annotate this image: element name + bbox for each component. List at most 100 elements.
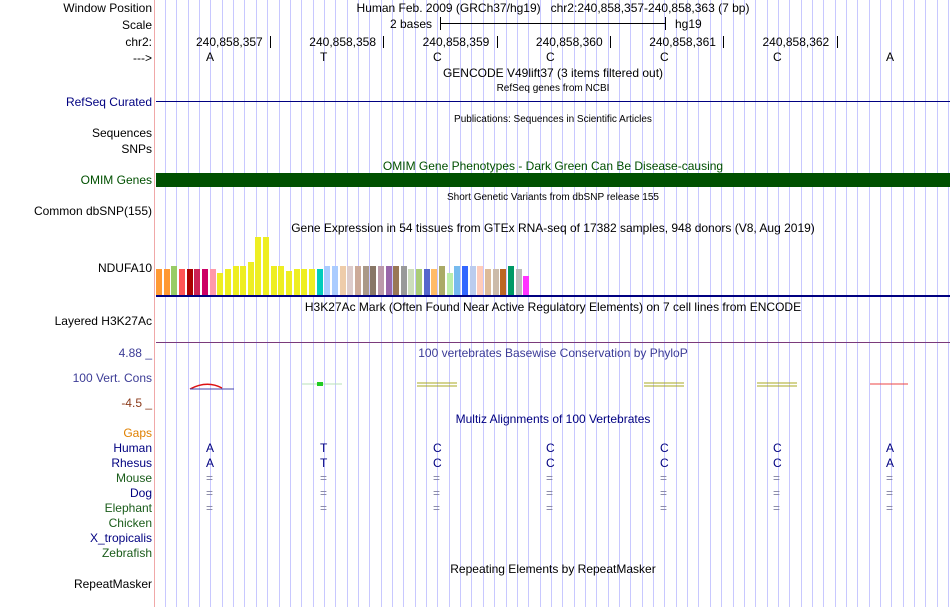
gtex-tissue-bar[interactable]: [446, 273, 453, 295]
snps-label[interactable]: SNPs: [121, 142, 152, 156]
gtex-tissue-bar[interactable]: [484, 269, 491, 295]
gtex-tissue-bar[interactable]: [201, 269, 208, 295]
alignment-base: T: [320, 456, 328, 470]
gtex-tissue-bar[interactable]: [370, 266, 377, 295]
alignment-base: =: [206, 501, 214, 515]
gtex-tissue-bar[interactable]: [163, 269, 170, 295]
gtex-tissue-bar[interactable]: [431, 269, 438, 295]
gtex-tissue-bar[interactable]: [217, 273, 224, 295]
gtex-tissue-bar[interactable]: [400, 266, 407, 295]
repeatmasker-title[interactable]: Repeating Elements by RepeatMasker: [450, 562, 656, 576]
species-label-human[interactable]: Human: [113, 441, 152, 455]
gridline: [279, 0, 280, 607]
gtex-tissue-bar[interactable]: [393, 266, 400, 295]
gridline: [222, 0, 223, 607]
gtex-tissue-bar[interactable]: [316, 269, 323, 295]
omim-feature-block[interactable]: [156, 173, 950, 187]
gtex-tissue-bar[interactable]: [385, 266, 392, 295]
h3k27-label[interactable]: Layered H3K27Ac: [54, 314, 152, 328]
gtex-tissue-bar[interactable]: [286, 271, 293, 295]
gtex-tissue-bar[interactable]: [362, 266, 369, 295]
base-letter: A: [206, 50, 215, 64]
gridline: [619, 0, 620, 607]
gtex-tissue-bar[interactable]: [507, 266, 514, 295]
gtex-tissue-bar[interactable]: [408, 269, 415, 295]
gaps-label[interactable]: Gaps: [123, 426, 152, 440]
publications-title[interactable]: Publications: Sequences in Scientific Ar…: [454, 114, 652, 125]
omim-title[interactable]: OMIM Gene Phenotypes - Dark Green Can Be…: [382, 159, 724, 173]
gencode-title[interactable]: GENCODE V49lift37 (3 items filtered out): [442, 66, 664, 80]
gtex-tissue-bar[interactable]: [462, 266, 468, 295]
gtex-tissue-bar[interactable]: [324, 266, 331, 295]
omim-label[interactable]: OMIM Genes: [80, 173, 152, 187]
species-label-zebrafish[interactable]: Zebrafish: [101, 546, 152, 560]
gtex-tissue-bar[interactable]: [416, 269, 423, 295]
gtex-tissue-bar[interactable]: [492, 269, 499, 295]
gtex-tissue-bar[interactable]: [377, 266, 384, 295]
refseq-subtitle[interactable]: RefSeq genes from NCBI: [496, 83, 610, 94]
gtex-tissue-bar[interactable]: [278, 266, 285, 295]
gridline: [733, 0, 734, 607]
ruler-coordinate: 240,858,362: [762, 35, 830, 49]
gtex-tissue-bar[interactable]: [354, 266, 361, 295]
gtex-gene-line: [156, 295, 950, 297]
species-label-rhesus[interactable]: Rhesus: [111, 456, 152, 470]
h3k27-title[interactable]: H3K27Ac Mark (Often Found Near Active Re…: [304, 300, 802, 314]
gridline: [767, 0, 768, 607]
gtex-tissue-bar[interactable]: [523, 276, 530, 295]
gtex-tissue-bar[interactable]: [301, 269, 308, 295]
phylop-signal[interactable]: [0, 375, 950, 395]
gridline: [630, 0, 631, 607]
gtex-tissue-bar[interactable]: [293, 269, 300, 295]
species-label-dog[interactable]: Dog: [129, 486, 152, 500]
gtex-tissue-bar[interactable]: [156, 269, 162, 295]
gtex-tissue-bar[interactable]: [439, 266, 446, 295]
gtex-label[interactable]: NDUFA10: [97, 261, 152, 275]
gtex-tissue-bar[interactable]: [194, 269, 201, 295]
gtex-tissue-bar[interactable]: [171, 266, 178, 295]
gtex-title[interactable]: Gene Expression in 54 tissues from GTEx …: [291, 221, 815, 235]
gtex-tissue-bar[interactable]: [331, 266, 338, 295]
multiz-title[interactable]: Multiz Alignments of 100 Vertebrates: [455, 412, 651, 426]
gtex-tissue-bar[interactable]: [178, 269, 185, 295]
gtex-tissue-bar[interactable]: [247, 262, 254, 295]
gtex-tissue-bar[interactable]: [270, 266, 277, 295]
refseq-label[interactable]: RefSeq Curated: [65, 95, 152, 109]
species-label-x_tropicalis[interactable]: X_tropicalis: [89, 531, 152, 545]
repeatmasker-label[interactable]: RepeatMasker: [73, 577, 152, 591]
gtex-tissue-bar[interactable]: [339, 266, 346, 295]
gtex-tissue-bar[interactable]: [423, 269, 430, 295]
gtex-tissue-bar[interactable]: [347, 266, 354, 295]
gtex-tissue-bar[interactable]: [186, 269, 193, 295]
species-label-chicken[interactable]: Chicken: [108, 516, 152, 530]
gtex-tissue-bar[interactable]: [515, 269, 522, 295]
gtex-tissue-bar[interactable]: [255, 237, 262, 295]
gridline: [925, 0, 926, 607]
gtex-tissue-bar[interactable]: [263, 237, 270, 295]
species-label-elephant[interactable]: Elephant: [104, 501, 152, 515]
gtex-tissue-bar[interactable]: [469, 266, 476, 295]
gridline: [835, 0, 836, 607]
gtex-tissue-bar[interactable]: [500, 269, 507, 295]
gtex-tissue-bar[interactable]: [224, 269, 231, 295]
gridline: [506, 0, 507, 607]
alignment-base: =: [886, 471, 894, 485]
ruler-coordinate: 240,858,360: [535, 35, 603, 49]
sequences-label[interactable]: Sequences: [91, 126, 152, 140]
phylop-max-label: 4.88 _: [118, 346, 152, 360]
gtex-tissue-bar[interactable]: [477, 266, 484, 295]
species-label-mouse[interactable]: Mouse: [115, 471, 152, 485]
gtex-tissue-bar[interactable]: [240, 266, 247, 295]
gtex-tissue-bar[interactable]: [209, 269, 216, 295]
gtex-tissue-bar[interactable]: [454, 266, 461, 295]
phylop-title[interactable]: 100 vertebrates Basewise Conservation by…: [418, 346, 688, 360]
base-letter: A: [886, 50, 895, 64]
phylop-label[interactable]: 100 Vert. Cons: [72, 371, 152, 385]
gtex-tissue-bar[interactable]: [309, 269, 315, 295]
gridline: [528, 0, 529, 607]
dbsnp-label[interactable]: Common dbSNP(155): [33, 204, 152, 218]
gtex-tissue-bar[interactable]: [232, 266, 239, 295]
gridline: [471, 0, 472, 607]
dbsnp-title[interactable]: Short Genetic Variants from dbSNP releas…: [447, 192, 659, 203]
label-separator: [154, 0, 155, 607]
